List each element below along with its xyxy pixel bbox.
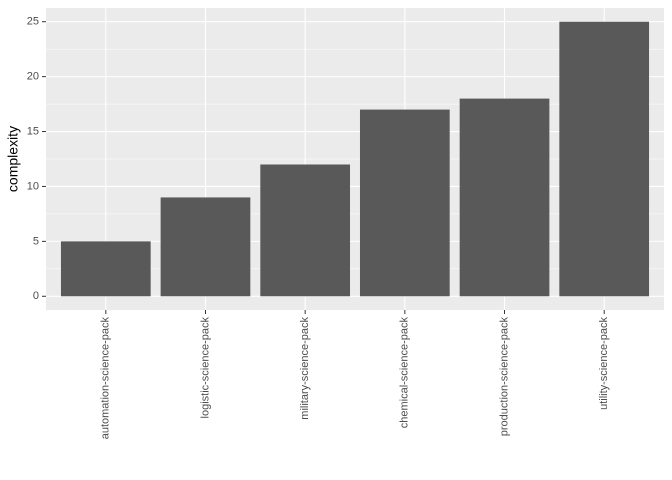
y-tick-label: 15 (27, 125, 39, 137)
bar (260, 164, 351, 297)
y-tick-label: 10 (27, 180, 39, 192)
x-tick-label: logistic-science-pack (199, 317, 211, 419)
x-tick-label: chemical-science-pack (399, 317, 411, 429)
bar (60, 241, 151, 297)
y-tick-label: 25 (27, 16, 39, 28)
bar (160, 197, 251, 297)
x-tick-label: production-science-pack (498, 317, 510, 437)
y-tick-label: 5 (33, 235, 39, 247)
y-axis-title: complexity (5, 126, 21, 192)
y-tick-label: 20 (27, 71, 39, 83)
y-tick-label: 0 (33, 290, 39, 302)
bar (359, 109, 450, 297)
bar (459, 98, 550, 297)
x-tick-label: utility-science-pack (598, 317, 610, 410)
bar (559, 21, 650, 297)
x-tick-label: automation-science-pack (100, 317, 112, 440)
x-tick-label: military-science-pack (299, 317, 311, 420)
